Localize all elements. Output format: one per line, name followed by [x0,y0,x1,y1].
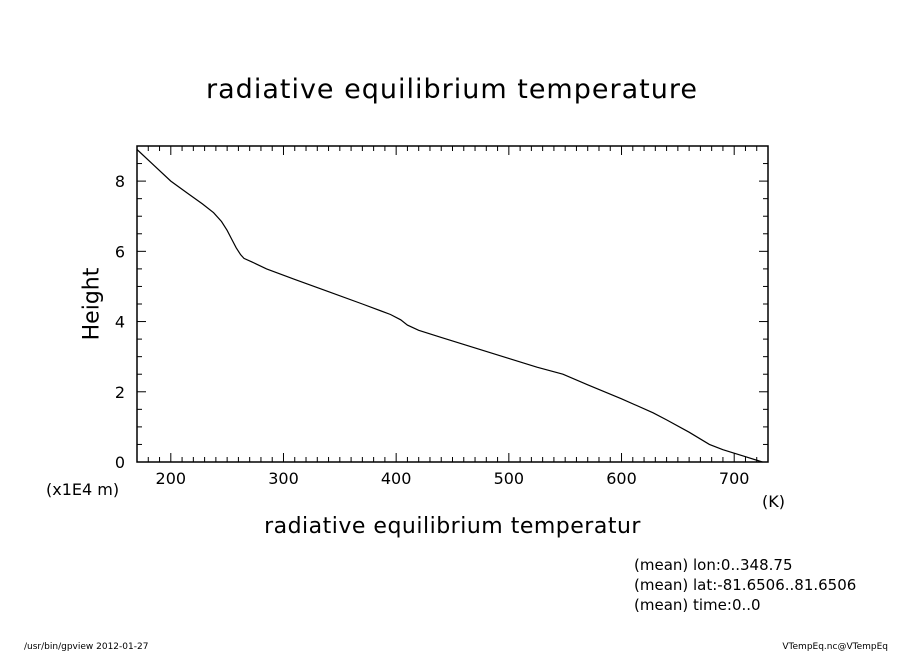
tick-labels: 200 300 400 500 600 700 0 2 4 6 8 [115,172,750,488]
y-tick-label: 0 [115,453,125,472]
y-tick-label: 2 [115,383,125,402]
y-axis-label: Height [79,267,105,341]
info-time: (mean) time:0..0 [634,596,761,614]
chart-title: radiative equilibrium temperature [206,74,698,105]
y-tick-label: 4 [115,313,125,332]
y-axis-unit: (x1E4 m) [46,480,120,499]
x-axis-unit: (K) [762,492,785,511]
axis-ticks [136,145,769,463]
footer-right: VTempEq.nc@VTempEq [782,642,888,652]
y-tick-label: 6 [115,242,125,261]
y-tick-label: 8 [115,172,125,191]
x-tick-label: 300 [268,469,299,488]
plot-frame [136,145,769,463]
info-lon: (mean) lon:0..348.75 [634,556,793,574]
x-tick-label: 700 [719,469,750,488]
x-tick-label: 500 [494,469,525,488]
info-lat: (mean) lat:-81.6506..81.6506 [634,576,857,594]
x-axis-label: radiative equilibrium temperatur [264,514,641,539]
footer-left: /usr/bin/gpview 2012-01-27 [24,642,149,652]
x-tick-label: 600 [606,469,637,488]
x-tick-label: 200 [156,469,187,488]
series-line [136,149,763,463]
x-tick-label: 400 [381,469,412,488]
